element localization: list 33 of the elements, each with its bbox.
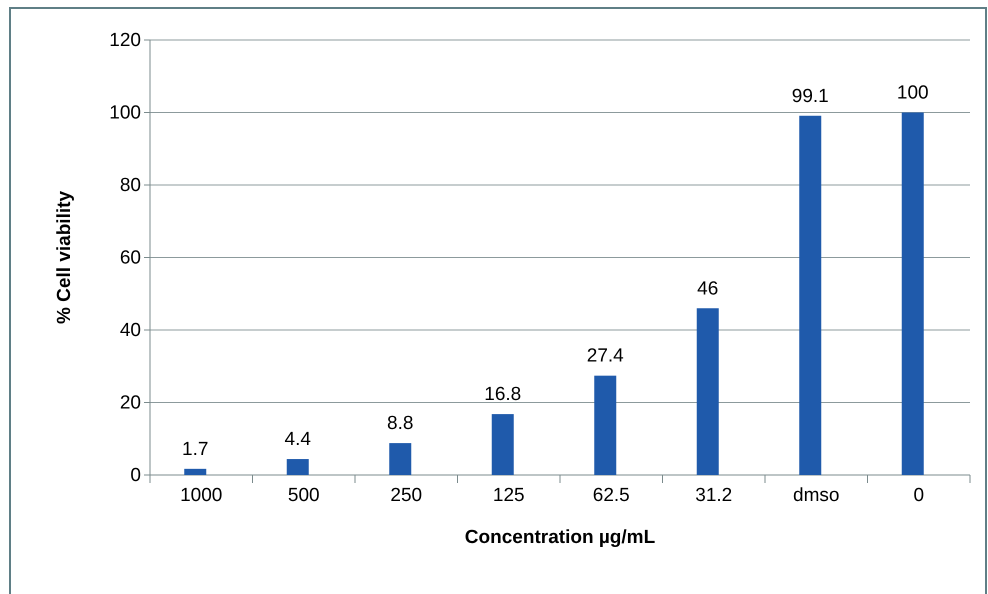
x-tick-label: dmso	[793, 484, 840, 506]
data-label: 1.7	[182, 438, 208, 460]
data-label: 99.1	[792, 86, 829, 107]
bar	[594, 376, 616, 475]
y-tick-label: 0	[130, 465, 141, 486]
x-axis-title: Concentration µg/mL	[464, 527, 656, 548]
y-tick-label: 60	[120, 248, 141, 269]
x-tick-label: 31.2	[695, 484, 732, 506]
bar	[184, 468, 206, 475]
data-label: 27.4	[586, 346, 624, 367]
x-tick-label: 0	[913, 484, 924, 506]
y-tick-label: 80	[120, 175, 141, 196]
data-label: 46	[697, 278, 718, 300]
bar	[799, 116, 822, 475]
x-tick-label: 125	[492, 484, 525, 506]
bar	[696, 308, 719, 475]
bar	[492, 414, 514, 475]
data-label: 16.8	[484, 384, 522, 406]
data-label: 8.8	[387, 413, 414, 434]
bar	[902, 112, 924, 475]
y-tick-label: 120	[109, 30, 141, 52]
data-label: 4.4	[284, 429, 312, 450]
data-label: 100	[896, 82, 929, 104]
x-tick-label: 500	[288, 484, 320, 506]
y-tick-label: 40	[120, 320, 141, 342]
x-tick-label: 62.5	[592, 484, 630, 506]
x-tick-label: 250	[390, 484, 422, 506]
bar	[389, 443, 412, 475]
y-tick-label: 100	[109, 102, 141, 124]
y-axis-title: % Cell viability	[54, 190, 75, 324]
y-tick-label: 20	[120, 392, 141, 414]
x-tick-label: 1000	[180, 484, 222, 506]
bar	[286, 459, 309, 475]
